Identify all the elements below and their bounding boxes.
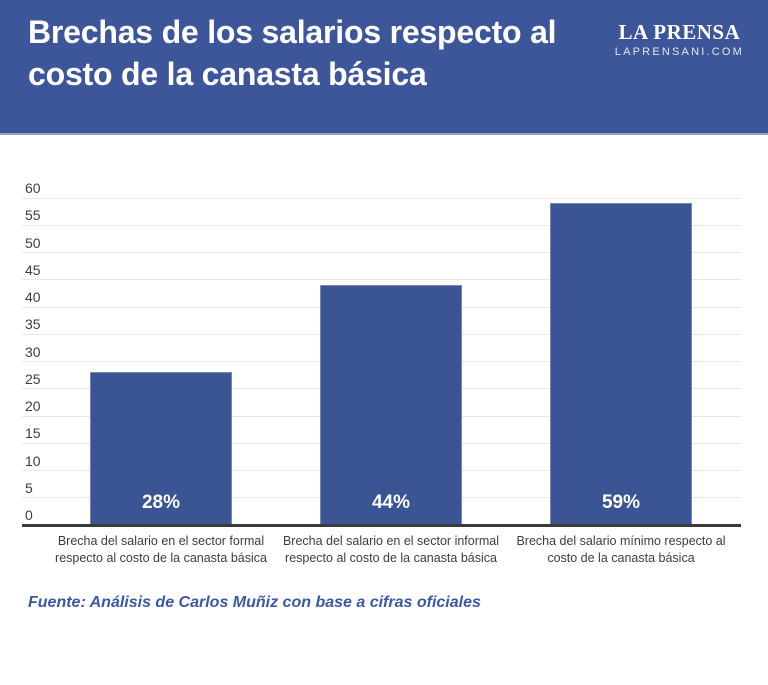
bars-row: 28% 44% 59% <box>46 198 736 525</box>
bar-column: 44% <box>276 198 506 525</box>
gridline <box>22 224 741 226</box>
page-title-line-2: costo de la canasta básica <box>28 55 427 92</box>
x-axis-baseline <box>22 524 741 527</box>
y-tick-label: 20 <box>25 398 41 414</box>
y-tick-label: 45 <box>25 261 41 278</box>
la-prensa-logo: LA PRENSA LAPRENSANI.COM <box>615 20 744 58</box>
y-tick-label: 10 <box>25 452 41 469</box>
y-tick-label: 40 <box>25 289 41 305</box>
page-title-line-1: Brechas de los salarios respecto al <box>28 14 557 50</box>
gridline <box>22 197 741 199</box>
bar-value-label: 28% <box>141 492 181 513</box>
gridline <box>22 279 741 281</box>
plot-area: 28% 44% 59% 0 5 10 15 20 25 30 35 40 45 50 55 60 <box>22 181 741 527</box>
y-tick-label: 30 <box>25 343 41 360</box>
category-labels: Brecha del salario en el sector formal r… <box>46 533 736 566</box>
category-label: Brecha del salario en el sector informal… <box>282 534 500 565</box>
y-tick-label: 5 <box>25 479 33 496</box>
y-tick-label: 0 <box>25 507 33 523</box>
y-tick-label: 35 <box>25 316 41 333</box>
category-label: Brecha del salario mínimo respecto al co… <box>516 534 726 565</box>
bar-column: 59% <box>506 198 736 525</box>
gridline <box>22 252 741 253</box>
category-label: Brecha del salario en el sector formal r… <box>55 534 267 565</box>
page-title: Brechas de los salarios respecto al cost… <box>28 12 638 95</box>
logo-wordmark: LA PRENSA <box>618 20 741 44</box>
y-tick-label: 55 <box>25 207 41 224</box>
y-tick-label: 25 <box>25 370 41 387</box>
bar-column: 28% <box>46 198 276 525</box>
source-credit: Fuente: Análisis de Carlos Muñiz con bas… <box>28 594 481 611</box>
header-banner: Brechas de los salarios respecto al cost… <box>0 0 768 135</box>
logo-site-url: LAPRENSANI.COM <box>614 46 744 58</box>
bar: 28% <box>90 372 232 525</box>
y-tick-label: 15 <box>25 425 41 442</box>
bar: 59% <box>550 203 692 525</box>
bar-value-label: 59% <box>601 492 641 513</box>
y-tick-label: 50 <box>25 234 41 251</box>
bar-value-label: 44% <box>371 492 411 513</box>
y-tick-label: 60 <box>25 180 41 196</box>
bar: 44% <box>320 285 462 525</box>
